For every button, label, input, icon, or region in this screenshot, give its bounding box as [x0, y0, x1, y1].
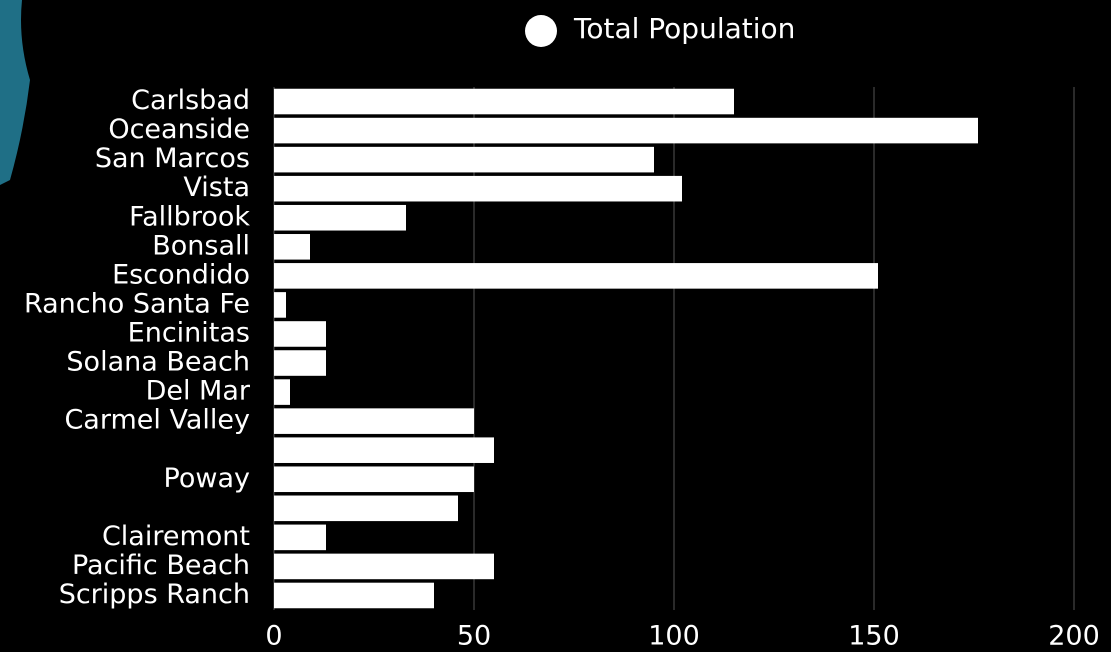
y-tick-label: Vista	[183, 172, 250, 203]
x-tick-label: 100	[648, 621, 700, 652]
bar	[274, 466, 474, 493]
y-tick-label: Bonsall	[152, 230, 250, 261]
legend-marker	[525, 15, 557, 47]
bar	[274, 263, 878, 289]
y-tick-label: Solana Beach	[66, 347, 250, 378]
background-decoration	[0, 0, 30, 185]
x-tick-label: 150	[848, 621, 900, 652]
bar	[274, 495, 458, 522]
bar	[274, 321, 326, 347]
y-tick-label: Poway	[164, 463, 250, 494]
y-tick-label: Del Mar	[146, 376, 251, 407]
bar	[274, 88, 734, 115]
y-tick-label: Scripps Ranch	[59, 579, 250, 610]
bar	[274, 379, 290, 405]
bar	[274, 117, 978, 144]
bar	[274, 204, 406, 231]
y-tick-label: Clairemont	[102, 521, 250, 552]
y-tick-label: Carlsbad	[131, 85, 250, 116]
legend-label: Total Population	[573, 12, 795, 45]
bar	[274, 234, 310, 260]
x-tick-label: 0	[265, 621, 282, 652]
y-tick-label: Fallbrook	[129, 201, 250, 232]
y-tick-label: Carmel Valley	[64, 405, 250, 436]
y-tick-label: San Marcos	[95, 143, 250, 174]
bar	[274, 408, 474, 434]
bar	[274, 437, 494, 463]
y-tick-label: Escondido	[112, 259, 250, 290]
x-tick-label: 200	[1048, 621, 1100, 652]
y-tick-label: Oceanside	[108, 114, 250, 145]
x-tick-label: 50	[457, 621, 491, 652]
bar	[274, 146, 654, 173]
bar	[274, 175, 682, 202]
bar	[274, 292, 286, 318]
y-tick-label: Rancho Santa Fe	[24, 288, 250, 319]
y-tick-label: Encinitas	[128, 317, 250, 348]
bar	[274, 350, 326, 376]
bar	[274, 553, 494, 580]
y-tick-label: Pacific Beach	[72, 550, 250, 581]
bar	[274, 582, 434, 609]
bar	[274, 524, 326, 551]
